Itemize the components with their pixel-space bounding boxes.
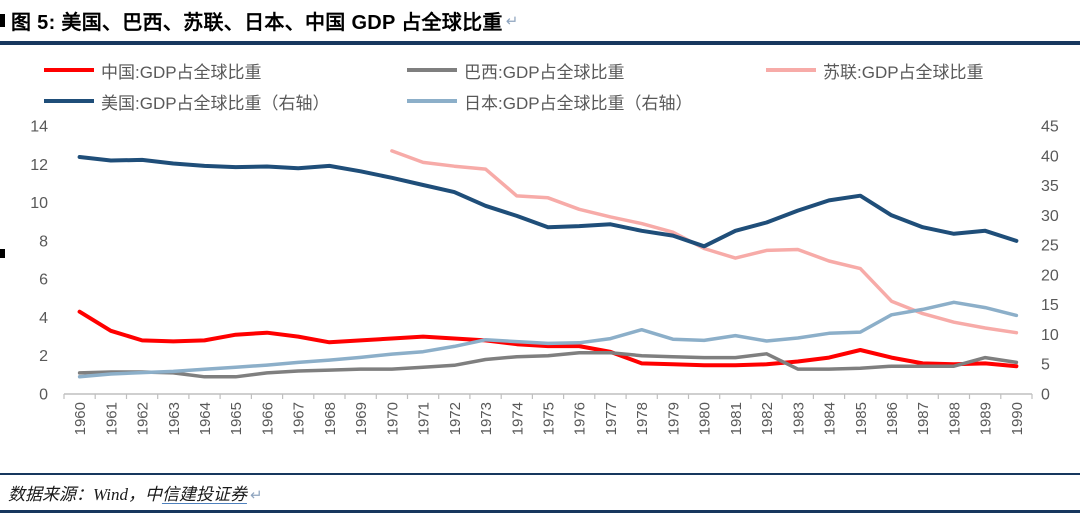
right-axis-label: 5 bbox=[1041, 357, 1050, 374]
x-axis-label: 1981 bbox=[728, 402, 745, 435]
left-edge-text-fragment bbox=[0, 249, 5, 258]
right-axis-label: 0 bbox=[1041, 387, 1050, 404]
right-axis-label: 40 bbox=[1041, 148, 1059, 165]
x-axis-label: 1968 bbox=[322, 402, 339, 435]
left-axis-label: 4 bbox=[39, 310, 48, 327]
figure-title-row: 图 5: 美国、巴西、苏联、日本、中国 GDP 占全球比重 ↵ bbox=[0, 6, 518, 35]
x-axis-label: 1985 bbox=[853, 402, 870, 435]
source-link[interactable]: 信建投证券 bbox=[161, 485, 247, 504]
return-mark-icon: ↵ bbox=[505, 12, 519, 30]
legend-item-ussr[interactable]: 苏联:GDP占全球比重 bbox=[766, 61, 984, 82]
x-axis-label: 1984 bbox=[822, 402, 839, 435]
x-axis-label: 1978 bbox=[634, 402, 651, 435]
x-axis-label: 1983 bbox=[790, 402, 807, 435]
x-axis-label: 1965 bbox=[228, 402, 245, 435]
x-axis-label: 1973 bbox=[478, 402, 495, 435]
legend-swatch-ussr bbox=[766, 68, 816, 72]
left-axis-label: 8 bbox=[39, 233, 48, 250]
x-axis-label: 1980 bbox=[697, 402, 714, 435]
right-axis-label: 10 bbox=[1041, 327, 1059, 344]
data-source-row: 数据来源：Wind，中 信建投证券 ↵ bbox=[8, 480, 263, 505]
right-axis-label: 25 bbox=[1041, 238, 1059, 255]
page-bottom-rule bbox=[0, 510, 1080, 513]
x-axis-label: 1962 bbox=[135, 402, 152, 435]
left-axis-label: 14 bbox=[30, 119, 48, 136]
x-axis-label: 1967 bbox=[291, 402, 308, 435]
series-line-ussr bbox=[390, 149, 1019, 335]
legend-swatch-china bbox=[44, 68, 94, 72]
legend-label-us: 美国:GDP占全球比重（右轴） bbox=[101, 93, 330, 113]
legend-item-japan[interactable]: 日本:GDP占全球比重（右轴） bbox=[407, 92, 693, 113]
x-axis-label: 1977 bbox=[603, 402, 620, 435]
x-axis-label: 1960 bbox=[72, 402, 89, 435]
legend-label-brazil: 巴西:GDP占全球比重 bbox=[464, 62, 625, 82]
x-axis-label: 1979 bbox=[665, 402, 682, 435]
x-axis-label: 1987 bbox=[915, 402, 932, 435]
x-axis-label: 1988 bbox=[946, 402, 963, 435]
legend-item-brazil[interactable]: 巴西:GDP占全球比重 bbox=[407, 61, 625, 82]
x-axis-label: 1970 bbox=[384, 402, 401, 435]
legend-swatch-brazil bbox=[407, 68, 457, 72]
x-axis-label: 1989 bbox=[978, 402, 995, 435]
legend-label-japan: 日本:GDP占全球比重（右轴） bbox=[464, 93, 693, 113]
legend-item-china[interactable]: 中国:GDP占全球比重 bbox=[44, 61, 262, 82]
legend-swatch-us bbox=[44, 99, 94, 103]
left-axis-label: 6 bbox=[39, 272, 48, 289]
footer-divider-rule bbox=[0, 473, 1080, 475]
legend-item-us[interactable]: 美国:GDP占全球比重（右轴） bbox=[44, 92, 330, 113]
x-axis-label: 1963 bbox=[166, 402, 183, 435]
right-axis-label: 35 bbox=[1041, 178, 1059, 195]
series-line-japan bbox=[77, 300, 1019, 379]
source-text: 数据来源：Wind，中 bbox=[8, 485, 162, 504]
legend-label-china: 中国:GDP占全球比重 bbox=[101, 62, 262, 82]
right-axis-label: 15 bbox=[1041, 297, 1059, 314]
left-axis-label: 10 bbox=[30, 195, 48, 212]
x-axis-label: 1990 bbox=[1009, 402, 1026, 435]
x-axis-label: 1961 bbox=[103, 402, 120, 435]
series-line-us bbox=[77, 155, 1019, 249]
cropped-bullet-fragment bbox=[0, 14, 5, 27]
legend-swatch-japan bbox=[407, 99, 457, 103]
right-axis-label: 45 bbox=[1041, 119, 1059, 136]
x-axis-label: 1966 bbox=[260, 402, 277, 435]
gdp-share-line-chart: 0 2 4 6 8 10 12 14 0 5 10 15 20 25 30 35 40 45 1960 1961 196… bbox=[30, 119, 1059, 436]
x-axis-label: 1974 bbox=[509, 402, 526, 435]
x-axis-label: 1969 bbox=[353, 402, 370, 435]
left-axis-label: 2 bbox=[39, 348, 48, 365]
left-axis-label: 0 bbox=[39, 387, 48, 404]
x-axis-label: 1964 bbox=[197, 402, 214, 435]
x-axis-label: 1972 bbox=[447, 402, 464, 435]
series-line-china bbox=[77, 309, 1019, 369]
x-axis-label: 1971 bbox=[416, 402, 433, 435]
x-axis-label: 1982 bbox=[759, 402, 776, 435]
figure-title: 图 5: 美国、巴西、苏联、日本、中国 GDP 占全球比重 bbox=[11, 12, 503, 34]
series-line-brazil bbox=[77, 351, 1019, 379]
x-axis-label: 1975 bbox=[541, 402, 558, 435]
right-axis-label: 20 bbox=[1041, 267, 1059, 284]
right-axis-label: 30 bbox=[1041, 208, 1059, 225]
x-axis-label: 1986 bbox=[884, 402, 901, 435]
return-mark-icon: ↵ bbox=[249, 488, 263, 504]
title-divider-rule bbox=[0, 41, 1080, 45]
x-axis-label: 1976 bbox=[572, 402, 589, 435]
left-axis-label: 12 bbox=[30, 157, 48, 174]
legend-label-ussr: 苏联:GDP占全球比重 bbox=[823, 62, 984, 82]
